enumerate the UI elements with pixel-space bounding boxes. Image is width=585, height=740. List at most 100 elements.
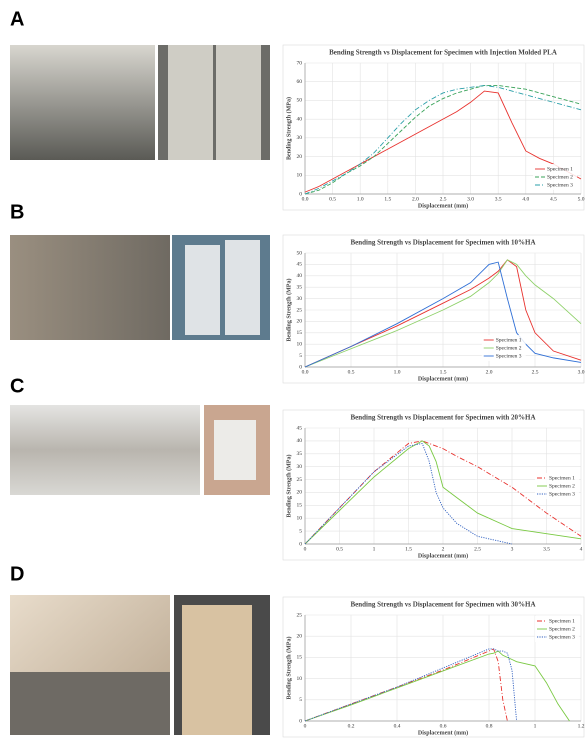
photo (185, 245, 220, 335)
series-line (304, 85, 582, 195)
chart-title: Bending Strength vs Displacement for Spe… (329, 49, 557, 57)
x-tick-label: 0.0 (302, 369, 309, 375)
y-tick-label: 15 (297, 655, 303, 661)
photo (168, 45, 213, 160)
x-tick-label: 1.5 (405, 546, 412, 552)
x-axis-label: Displacement (mm) (418, 375, 468, 382)
x-axis-label: Displacement (mm) (418, 552, 468, 559)
y-tick-label: 25 (297, 307, 303, 313)
x-tick-label: 1 (534, 723, 537, 729)
x-tick-label: 4 (580, 546, 583, 552)
legend-label: Specimen 1 (549, 475, 575, 481)
chart-frame (282, 596, 585, 738)
y-tick-label: 50 (297, 98, 303, 104)
chart-frame (282, 409, 585, 561)
x-tick-label: 0.8 (486, 723, 493, 729)
x-tick-label: 5.0 (578, 196, 585, 202)
y-axis-label: Bending Strength (MPa) (285, 279, 292, 342)
x-tick-label: 2 (442, 546, 445, 552)
photo (216, 45, 261, 160)
legend-label: Specimen 3 (549, 634, 575, 640)
x-tick-label: 0.0 (302, 196, 309, 202)
x-tick-label: 3.5 (543, 546, 550, 552)
x-axis-label: Displacement (mm) (418, 202, 468, 209)
y-tick-label: 60 (297, 79, 303, 85)
chart-title: Bending Strength vs Displacement for Spe… (350, 239, 535, 247)
y-tick-label: 50 (297, 250, 303, 256)
x-tick-label: 2.5 (440, 196, 447, 202)
y-tick-label: 20 (297, 490, 303, 496)
y-axis-label: Bending Strength (MPa) (285, 97, 292, 160)
x-tick-label: 2.5 (532, 369, 539, 375)
x-tick-label: 1.2 (578, 723, 585, 729)
y-axis-label: Bending Strength (MPa) (285, 455, 292, 518)
panel-label: A (10, 8, 24, 30)
series-line (304, 85, 582, 195)
x-tick-label: 2.5 (474, 546, 481, 552)
x-tick-label: 1.5 (440, 369, 447, 375)
y-tick-label: 45 (297, 262, 303, 268)
x-tick-label: 0.5 (329, 196, 336, 202)
y-tick-label: 30 (297, 135, 303, 141)
panel-label: B (10, 201, 24, 223)
series-line (304, 648, 508, 722)
y-tick-label: 15 (297, 503, 303, 509)
x-tick-label: 4.5 (550, 196, 557, 202)
x-tick-label: 0 (304, 546, 307, 552)
photo (10, 405, 200, 495)
y-axis-label: Bending Strength (MPa) (285, 637, 292, 700)
x-tick-label: 0.5 (336, 546, 343, 552)
x-tick-label: 1.0 (394, 369, 401, 375)
legend-label: Specimen 3 (549, 491, 575, 497)
y-tick-label: 10 (297, 341, 303, 347)
x-tick-label: 0.5 (348, 369, 355, 375)
y-tick-label: 40 (297, 116, 303, 122)
legend-label: Specimen 1 (496, 337, 522, 343)
x-tick-label: 2.0 (412, 196, 419, 202)
x-tick-label: 1.0 (357, 196, 364, 202)
x-tick-label: 3.0 (578, 369, 585, 375)
photo (10, 672, 170, 735)
x-axis-label: Displacement (mm) (418, 729, 468, 736)
y-tick-label: 40 (297, 438, 303, 444)
x-tick-label: 3 (511, 546, 514, 552)
y-tick-label: 35 (297, 451, 303, 457)
series-line (304, 259, 582, 368)
legend-label: Specimen 1 (549, 618, 575, 624)
series-line (304, 90, 582, 193)
legend-label: Specimen 2 (549, 483, 575, 489)
y-tick-label: 35 (297, 284, 303, 290)
y-tick-label: 15 (297, 330, 303, 336)
legend-label: Specimen 2 (496, 345, 522, 351)
x-tick-label: 3.5 (495, 196, 502, 202)
y-tick-label: 10 (297, 515, 303, 521)
series-line (304, 442, 513, 545)
y-tick-label: 25 (297, 612, 303, 618)
photo (182, 605, 252, 735)
y-tick-label: 45 (297, 425, 303, 431)
series-line (304, 261, 582, 368)
photo (225, 240, 260, 335)
y-tick-label: 20 (297, 319, 303, 325)
legend-box (533, 164, 577, 190)
y-tick-label: 0 (299, 364, 302, 370)
x-tick-label: 0.2 (348, 723, 355, 729)
y-tick-label: 70 (297, 60, 303, 66)
chart-frame (282, 234, 585, 384)
y-tick-label: 25 (297, 477, 303, 483)
y-tick-label: 5 (299, 697, 302, 703)
y-tick-label: 20 (297, 154, 303, 160)
x-tick-label: 0.4 (394, 723, 401, 729)
legend-label: Specimen 3 (547, 182, 573, 188)
chart-title: Bending Strength vs Displacement for Spe… (350, 414, 535, 422)
y-tick-label: 5 (299, 528, 302, 534)
x-tick-label: 4.0 (522, 196, 529, 202)
x-tick-label: 0.6 (440, 723, 447, 729)
y-tick-label: 10 (297, 676, 303, 682)
legend-label: Specimen 2 (549, 626, 575, 632)
series-line (304, 259, 582, 368)
chart-title: Bending Strength vs Displacement for Spe… (350, 601, 535, 609)
legend-label: Specimen 3 (496, 353, 522, 359)
